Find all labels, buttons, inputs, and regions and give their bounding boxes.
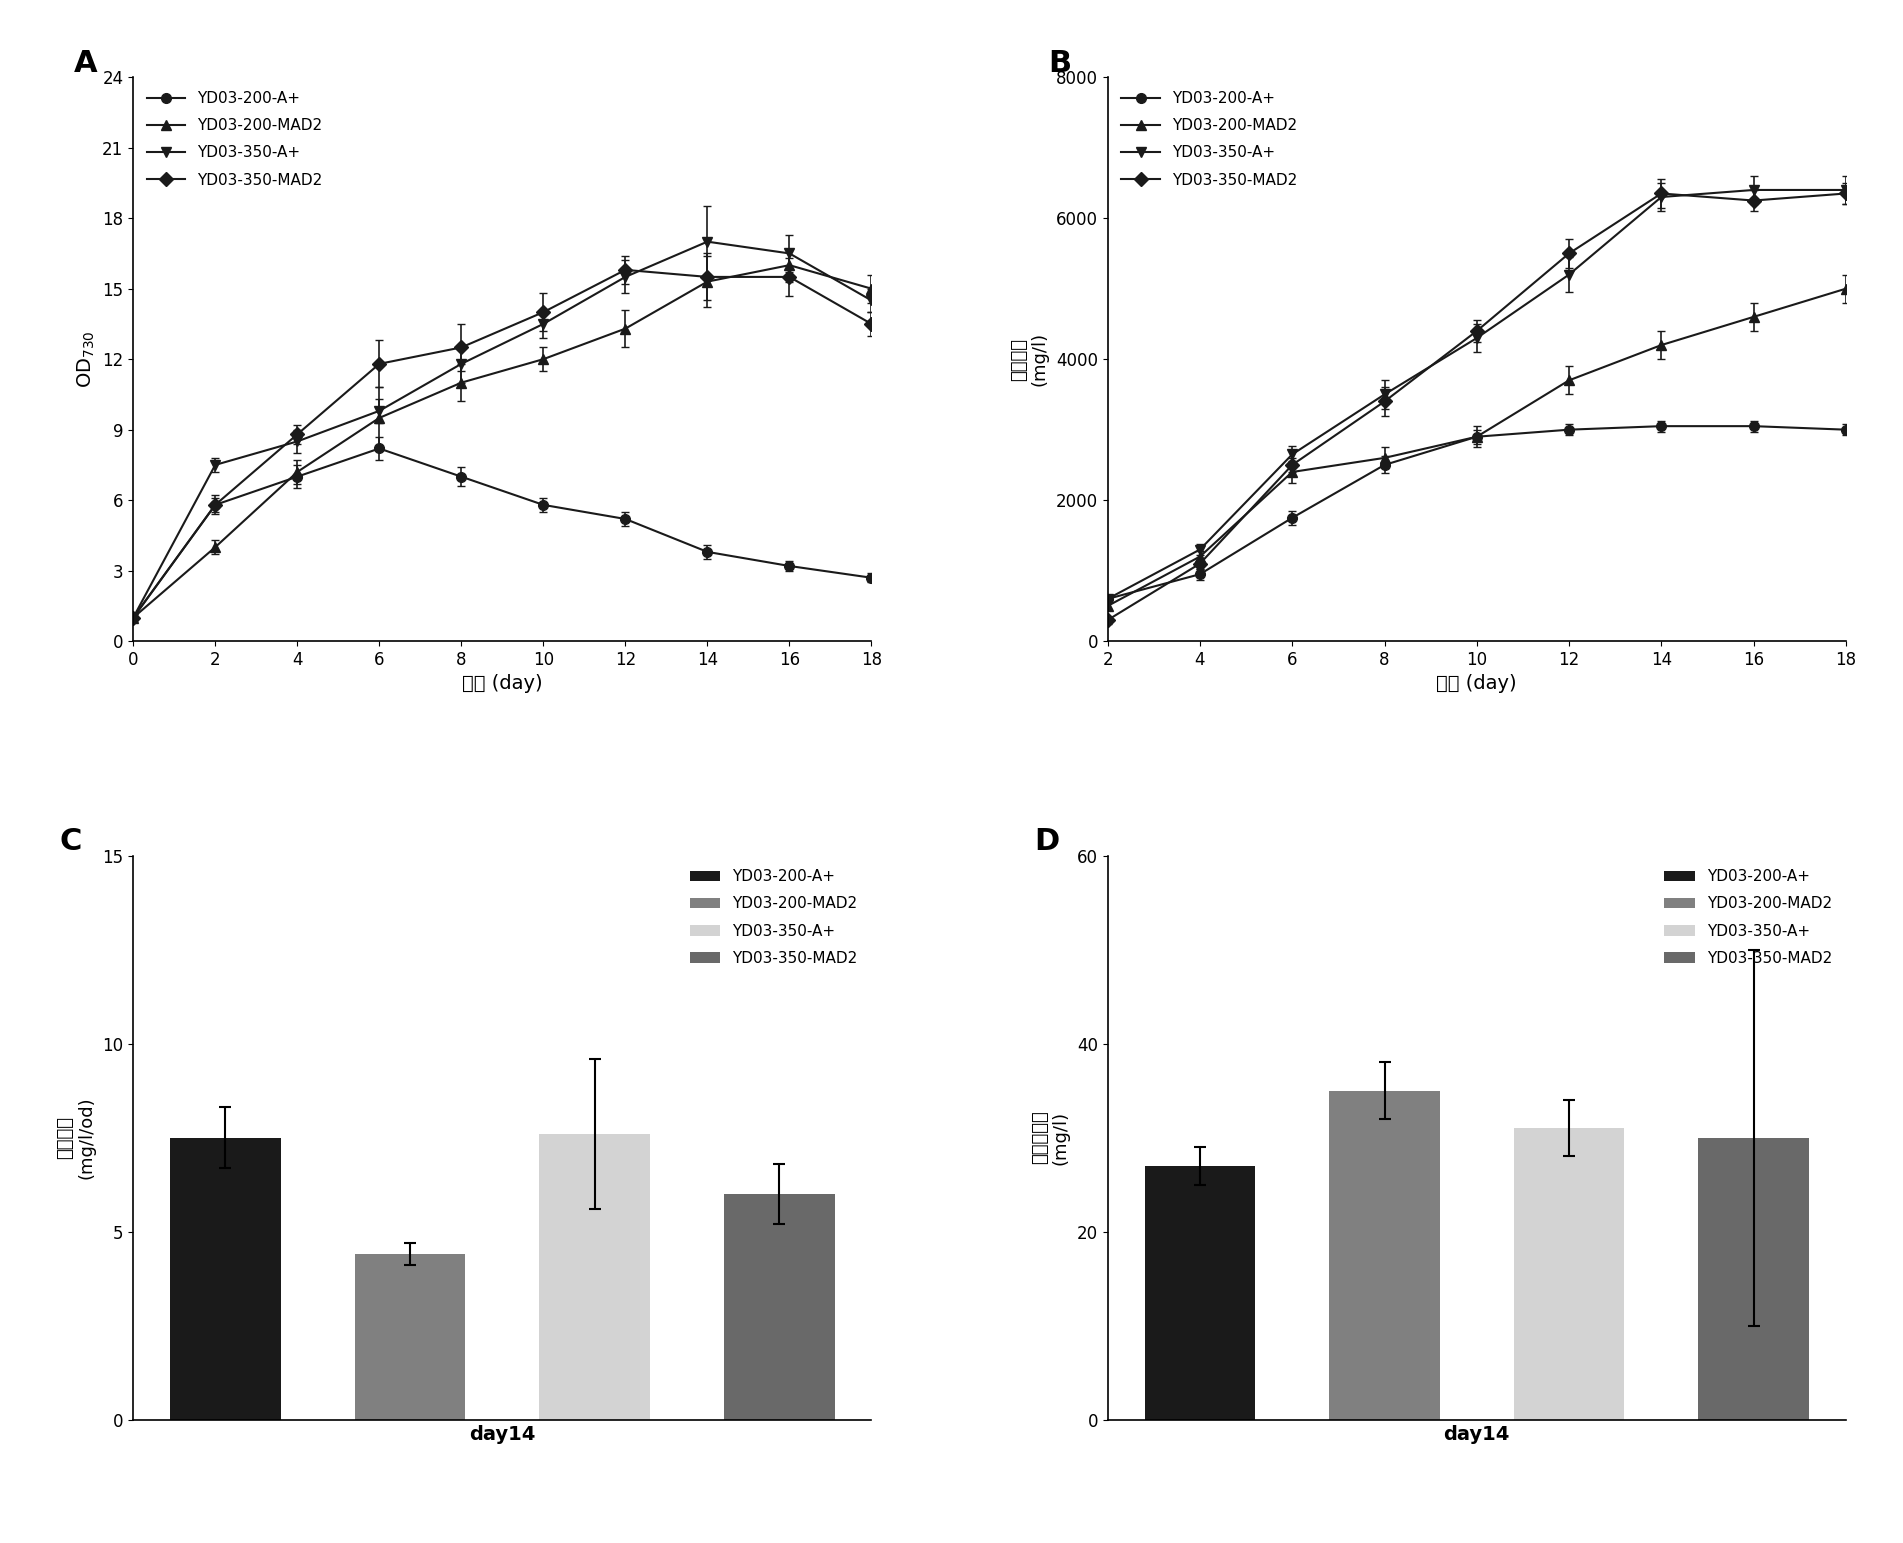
Bar bbox=[1697, 1137, 1810, 1420]
X-axis label: 时间 (day): 时间 (day) bbox=[1437, 674, 1517, 693]
Y-axis label: 胞内果糖
(mg/l/od): 胞内果糖 (mg/l/od) bbox=[57, 1096, 95, 1179]
Bar bbox=[169, 1137, 282, 1420]
Y-axis label: 胞外葫萄糖
(mg/l): 胞外葫萄糖 (mg/l) bbox=[1031, 1111, 1069, 1165]
Bar bbox=[1328, 1091, 1441, 1420]
Text: B: B bbox=[1049, 49, 1071, 79]
X-axis label: day14: day14 bbox=[470, 1426, 535, 1444]
Bar bbox=[1513, 1128, 1625, 1420]
Bar bbox=[354, 1254, 466, 1420]
Bar bbox=[1144, 1167, 1256, 1420]
Legend: YD03-200-A+, YD03-200-MAD2, YD03-350-A+, YD03-350-MAD2: YD03-200-A+, YD03-200-MAD2, YD03-350-A+,… bbox=[141, 85, 329, 194]
Text: D: D bbox=[1033, 827, 1060, 856]
X-axis label: 时间 (day): 时间 (day) bbox=[462, 674, 542, 693]
Bar bbox=[723, 1194, 835, 1420]
Text: C: C bbox=[59, 827, 82, 856]
X-axis label: day14: day14 bbox=[1444, 1426, 1509, 1444]
Y-axis label: 胞外果糖
(mg/l): 胞外果糖 (mg/l) bbox=[1010, 332, 1049, 386]
Legend: YD03-200-A+, YD03-200-MAD2, YD03-350-A+, YD03-350-MAD2: YD03-200-A+, YD03-200-MAD2, YD03-350-A+,… bbox=[683, 863, 864, 972]
Bar bbox=[539, 1134, 651, 1420]
Text: A: A bbox=[74, 49, 97, 79]
Legend: YD03-200-A+, YD03-200-MAD2, YD03-350-A+, YD03-350-MAD2: YD03-200-A+, YD03-200-MAD2, YD03-350-A+,… bbox=[1658, 863, 1838, 972]
Y-axis label: OD$_{730}$: OD$_{730}$ bbox=[76, 330, 97, 387]
Legend: YD03-200-A+, YD03-200-MAD2, YD03-350-A+, YD03-350-MAD2: YD03-200-A+, YD03-200-MAD2, YD03-350-A+,… bbox=[1115, 85, 1304, 194]
